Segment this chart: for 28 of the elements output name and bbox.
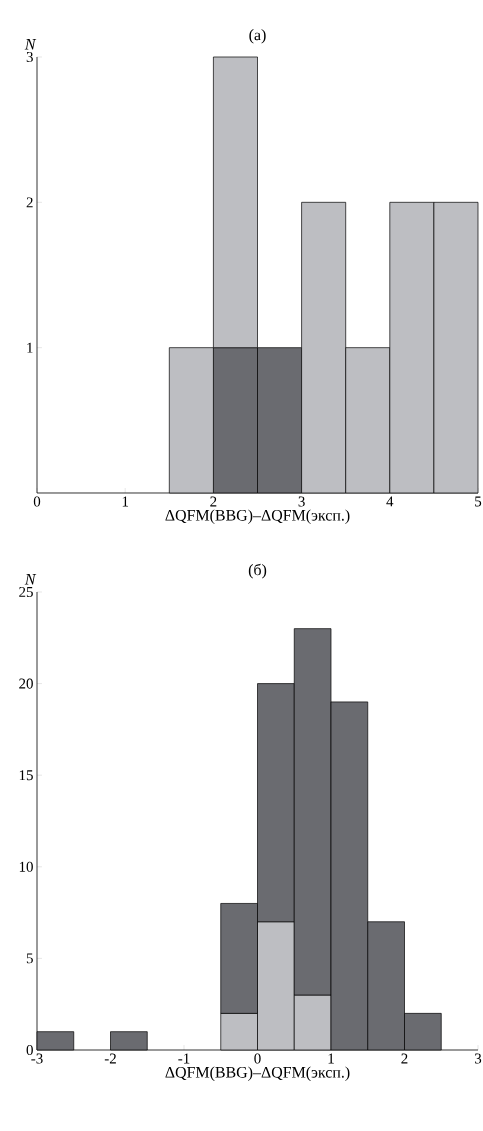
x-tick-label: -1 [178, 1053, 190, 1064]
y-tick-label: 15 [19, 770, 33, 781]
x-axis-title: ΔQFM(BBG)–ΔQFM(эксп.) [165, 509, 350, 524]
x-tick-label: 1 [122, 496, 129, 507]
x-axis-title: ΔQFM(BBG)–ΔQFM(эксп.) [165, 1066, 350, 1081]
x-tick-label: 2 [210, 496, 217, 507]
x-tick-label: 1 [328, 1053, 334, 1064]
y-axis-title: N [24, 574, 37, 585]
x-tick-label: -2 [104, 1053, 116, 1064]
y-tick-label: 1 [27, 342, 33, 353]
y-tick-label: 5 [26, 953, 33, 964]
x-tick-label: 3 [298, 496, 305, 507]
y-tick-label: 0 [26, 1044, 33, 1056]
x-tick-label: 2 [401, 1053, 408, 1064]
x-tick-label: 5 [475, 496, 482, 507]
x-tick-label: 0 [33, 496, 41, 507]
chart-title: (a) [249, 29, 266, 44]
y-tick-label: 10 [19, 861, 33, 872]
x-tick-label: -3 [31, 1053, 43, 1064]
y-tick-label: 2 [26, 197, 33, 208]
x-tick-label: 3 [474, 1053, 482, 1064]
chart-title: (б) [248, 563, 267, 579]
y-tick-label: 3 [26, 51, 33, 63]
y-axis-title: N [24, 39, 37, 50]
y-tick-label: 25 [19, 586, 33, 598]
y-tick-label: 20 [19, 678, 33, 689]
x-tick-label: 0 [254, 1053, 261, 1064]
x-tick-label: 4 [386, 496, 394, 507]
